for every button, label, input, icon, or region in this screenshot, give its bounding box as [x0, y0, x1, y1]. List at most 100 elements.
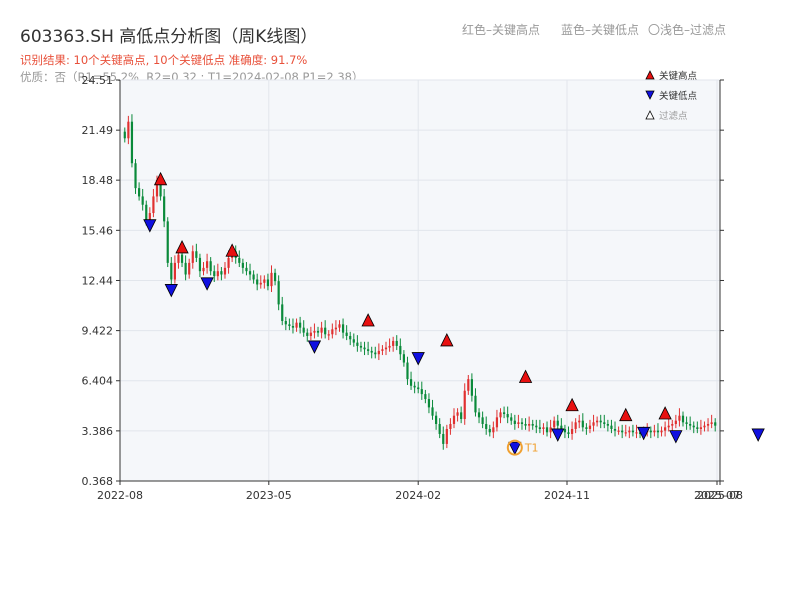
candle-body — [578, 420, 581, 423]
key-high-marker — [658, 406, 672, 420]
candle-body — [685, 422, 688, 424]
candle-body — [281, 304, 284, 322]
candle-body — [399, 345, 402, 355]
candle-body — [163, 196, 166, 222]
candle-body — [710, 422, 713, 424]
candle-body — [306, 332, 309, 336]
candle-body — [621, 430, 624, 433]
candle-body — [499, 412, 502, 418]
candle-body — [388, 345, 391, 348]
key-low-marker — [307, 340, 322, 354]
candle-body — [288, 324, 291, 326]
candle-body — [635, 432, 638, 434]
legend-label-high: 关键高点 — [659, 71, 698, 82]
candle-body — [703, 425, 706, 428]
x-tick-label: 2024-02 — [395, 489, 441, 502]
candle-body — [220, 271, 223, 275]
candle-body — [631, 430, 635, 433]
key-high-marker — [175, 240, 189, 254]
candle-body — [438, 423, 441, 434]
candle-body — [442, 433, 445, 444]
candle-body — [166, 221, 169, 263]
x-tick-label: 2024-11 — [544, 489, 590, 502]
candle-body — [205, 261, 209, 268]
candle-body — [381, 349, 384, 351]
candle-body — [570, 428, 574, 434]
x-tick-label: 2022-08 — [97, 489, 143, 502]
candle-body — [610, 425, 613, 429]
candle-body — [560, 425, 563, 429]
key-low-marker — [164, 284, 178, 298]
candle-body — [134, 163, 137, 189]
candle-body — [145, 204, 148, 222]
key-high-marker — [440, 333, 454, 347]
candle-body — [596, 420, 599, 423]
candle-body — [356, 342, 359, 346]
candle-body — [198, 257, 202, 272]
candle-body — [585, 427, 588, 429]
candle-body — [238, 257, 241, 263]
candle-body — [567, 432, 570, 434]
candle-body — [352, 339, 355, 343]
legend-item-high[interactable]: 关键高点 — [645, 65, 697, 85]
y-tick-label: 18.48 — [82, 174, 114, 187]
candle-body — [302, 327, 305, 333]
t1-circle — [506, 439, 523, 456]
legend-item-low[interactable]: 关键低点 — [645, 85, 697, 105]
candle-body — [649, 430, 652, 433]
candle-body — [699, 427, 702, 429]
candle-body — [660, 430, 663, 433]
key-high-marker — [225, 243, 239, 257]
candle-body — [456, 412, 459, 416]
candle-body — [374, 352, 377, 355]
candle-body — [481, 417, 484, 424]
candle-body — [653, 430, 656, 433]
key-low-marker — [636, 426, 651, 441]
legend-label-filtered: 过滤点 — [659, 111, 688, 122]
candle-body — [184, 262, 187, 275]
candle-body — [681, 415, 685, 423]
candle-body — [127, 121, 130, 139]
candle-body — [574, 422, 577, 429]
y-tick-label: 12.44 — [82, 274, 114, 287]
candle-body — [159, 179, 162, 197]
candle-body — [256, 279, 259, 285]
candle-body — [581, 420, 584, 428]
candle-body — [252, 274, 255, 280]
candle-body — [138, 188, 141, 197]
legend-item-filtered[interactable]: 过滤点 — [645, 105, 697, 125]
candle-body — [277, 281, 280, 305]
candle-body — [435, 415, 438, 424]
down-triangle-icon — [645, 90, 655, 100]
legend-label-low: 关键低点 — [659, 91, 698, 102]
y-tick-label: 6.404 — [82, 375, 114, 388]
candle-body — [656, 430, 660, 433]
candle-body — [613, 428, 617, 431]
candle-body — [291, 325, 295, 328]
candle-body — [638, 432, 642, 434]
candle-body — [392, 340, 395, 346]
candle-body — [545, 427, 549, 433]
y-tick-label: 9.422 — [82, 325, 114, 338]
y-tick-label: 24.51 — [82, 74, 114, 87]
candle-body — [141, 196, 144, 205]
hollow-triangle-icon — [645, 110, 655, 120]
candle-body — [409, 379, 413, 386]
candle-body — [177, 254, 180, 263]
candle-body — [427, 399, 431, 408]
candle-body — [327, 334, 330, 336]
candle-body — [245, 267, 248, 272]
candle-body — [542, 427, 545, 429]
candle-body — [227, 257, 230, 268]
result-summary: 识别结果: 10个关键高点, 10个关键低点 准确度: 91.7% — [20, 53, 308, 67]
candle-body — [674, 420, 677, 424]
candle-body — [488, 428, 491, 433]
page-title: 603363.SH 高低点分析图（周K线图） — [20, 27, 318, 47]
candle-body — [556, 420, 559, 426]
candle-body — [624, 432, 627, 434]
hint-filtered-text: 〇浅色–过滤点 — [648, 23, 727, 37]
candle-body — [502, 412, 506, 415]
candle-body — [513, 420, 516, 424]
candle-body — [563, 428, 567, 433]
